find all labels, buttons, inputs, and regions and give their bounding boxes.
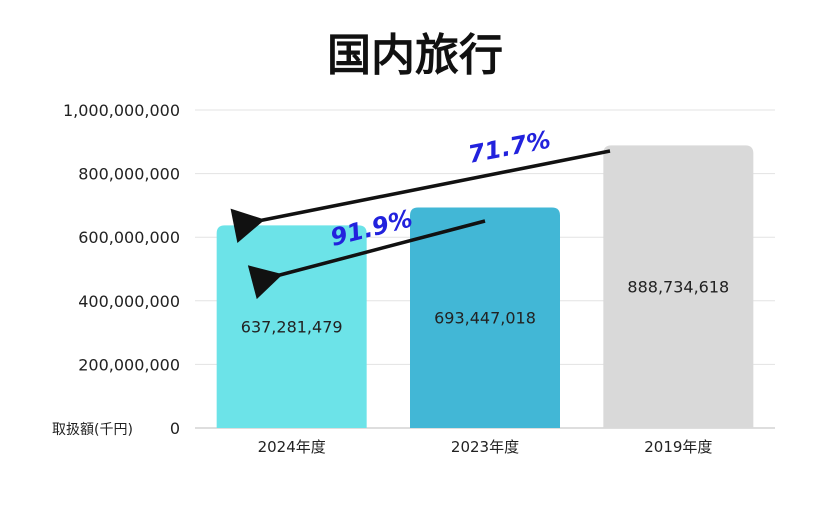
annotation-label: 91.9% xyxy=(328,205,416,252)
x-tick-label: 2024年度 xyxy=(258,438,326,456)
data-label: 637,281,479 xyxy=(241,318,343,337)
x-tick-label: 2019年度 xyxy=(644,438,712,456)
x-tick-label: 2023年度 xyxy=(451,438,519,456)
bar xyxy=(603,145,754,428)
y-axis-label: 取扱額(千円) xyxy=(52,422,133,438)
y-tick-label: 0 xyxy=(170,419,180,438)
data-label: 693,447,018 xyxy=(434,309,536,328)
data-label: 888,734,618 xyxy=(627,278,729,297)
annotation-label: 71.7% xyxy=(466,126,553,169)
y-tick-label: 600,000,000 xyxy=(78,228,180,247)
bar xyxy=(410,207,560,428)
annotation-arrow xyxy=(230,149,611,243)
annotation-arrow xyxy=(247,219,486,300)
y-tick-label: 800,000,000 xyxy=(78,165,180,184)
bars: 637,281,479 693,447,018 888,734,618 xyxy=(216,145,754,428)
y-tick-label: 200,000,000 xyxy=(78,355,180,374)
y-axis: 0 200,000,000 400,000,000 600,000,000 800,00… xyxy=(63,101,180,438)
y-tick-label: 1,000,000,000 xyxy=(63,101,180,120)
chart-title: 国内旅行 xyxy=(327,30,503,81)
y-tick-label: 400,000,000 xyxy=(78,292,180,311)
x-axis: 2024年度 2023年度 2019年度 xyxy=(258,438,713,456)
